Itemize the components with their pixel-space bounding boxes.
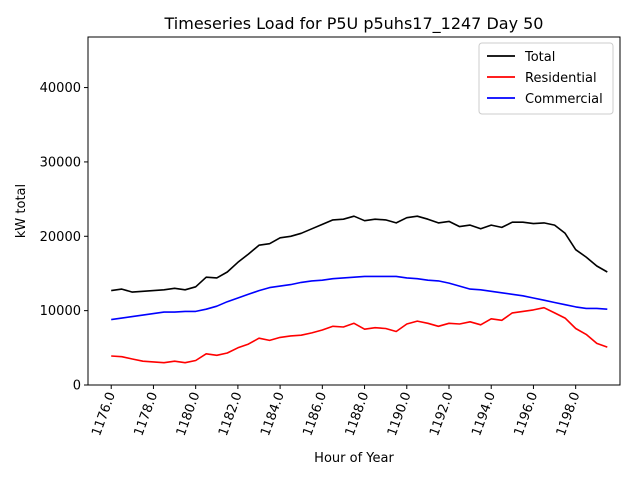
y-tick-label: 10000 [40, 304, 81, 319]
legend-box [478, 42, 614, 115]
y-axis-label: kW total [14, 184, 29, 238]
legend-label-total: Total [524, 50, 555, 65]
series-line-total [111, 215, 608, 293]
legend: Total Residential Commercial [478, 42, 614, 115]
y-tick-label: 20000 [40, 230, 81, 245]
plot-frame [87, 36, 621, 386]
y-tick-label: 40000 [40, 81, 81, 96]
y-tick-label: 30000 [40, 155, 81, 170]
series-line-residential [111, 306, 608, 364]
y-axis: 0 10000 20000 30000 40000 [40, 81, 88, 394]
series-line-commercial [111, 275, 608, 321]
legend-label-commercial: Commercial [525, 92, 603, 107]
y-tick-label: 0 [73, 379, 81, 394]
series-lines [111, 215, 608, 364]
x-axis-label: Hour of Year [314, 451, 394, 466]
legend-label-residential: Residential [525, 71, 597, 86]
chart-title: Timeseries Load for P5U p5uhs17_1247 Day… [164, 14, 544, 34]
